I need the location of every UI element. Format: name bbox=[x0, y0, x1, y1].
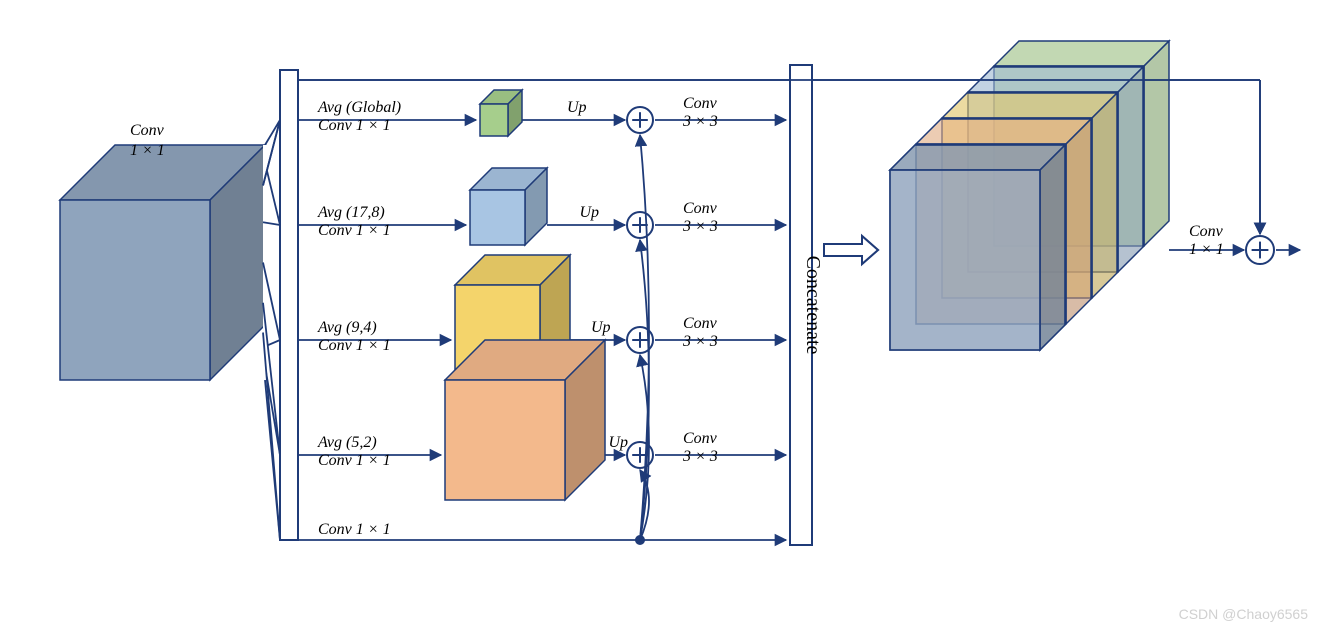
watermark-text: CSDN @Chaoy6565 bbox=[1179, 606, 1308, 622]
svg-text:Avg (9,4): Avg (9,4) bbox=[317, 319, 377, 336]
svg-text:Up: Up bbox=[567, 99, 587, 116]
svg-text:Conv 1 × 1: Conv 1 × 1 bbox=[318, 337, 391, 354]
svg-text:Concatenate: Concatenate bbox=[802, 256, 824, 355]
svg-text:3 × 3: 3 × 3 bbox=[682, 113, 718, 130]
svg-text:3 × 3: 3 × 3 bbox=[682, 448, 718, 465]
svg-text:1 × 1: 1 × 1 bbox=[130, 142, 165, 159]
svg-text:Conv: Conv bbox=[130, 122, 165, 139]
svg-text:Conv 1 × 1: Conv 1 × 1 bbox=[318, 452, 391, 469]
svg-text:1 × 1: 1 × 1 bbox=[1189, 241, 1224, 258]
svg-text:Conv 1 × 1: Conv 1 × 1 bbox=[318, 521, 391, 538]
svg-text:Avg (17,8): Avg (17,8) bbox=[317, 204, 385, 221]
svg-text:Conv: Conv bbox=[683, 430, 718, 447]
svg-text:Up: Up bbox=[580, 204, 600, 221]
svg-text:Up: Up bbox=[591, 319, 611, 336]
svg-text:Conv: Conv bbox=[683, 200, 718, 217]
svg-text:3 × 3: 3 × 3 bbox=[682, 333, 718, 350]
svg-text:Conv 1 × 1: Conv 1 × 1 bbox=[318, 117, 391, 134]
svg-text:Conv: Conv bbox=[1189, 223, 1224, 240]
svg-text:3 × 3: 3 × 3 bbox=[682, 218, 718, 235]
svg-text:Avg (Global): Avg (Global) bbox=[317, 99, 401, 116]
svg-text:Conv: Conv bbox=[683, 315, 718, 332]
svg-text:Conv 1 × 1: Conv 1 × 1 bbox=[318, 222, 391, 239]
svg-text:Avg (5,2): Avg (5,2) bbox=[317, 434, 377, 451]
svg-text:Up: Up bbox=[609, 434, 629, 451]
svg-text:Conv: Conv bbox=[683, 95, 718, 112]
